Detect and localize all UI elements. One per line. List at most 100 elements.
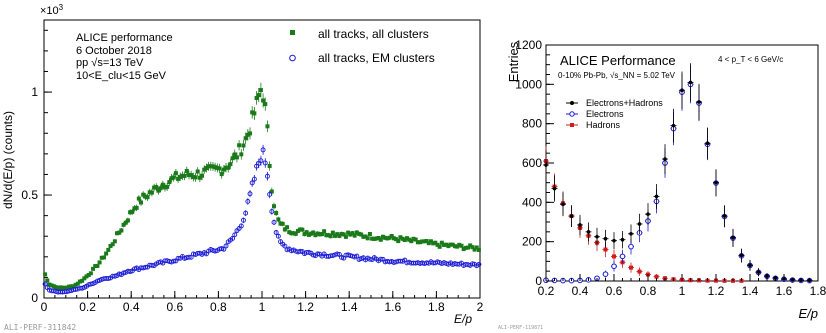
data-point-square bbox=[226, 165, 231, 170]
data-point-square bbox=[411, 236, 416, 241]
data-point-square bbox=[77, 279, 82, 284]
data-point-circle bbox=[42, 281, 48, 287]
right-legend-label: Hadrons bbox=[586, 120, 621, 130]
right-legend-label: Electrons bbox=[586, 109, 624, 119]
right-x-tick-label: 0.2 bbox=[538, 284, 555, 298]
data-point-square bbox=[56, 286, 61, 291]
data-point-circle bbox=[245, 199, 251, 204]
left-annotation-block: ALICE performance 6 October 2018 pp √s=1… bbox=[76, 32, 173, 82]
data-point-square bbox=[269, 189, 274, 194]
data-point-circle bbox=[258, 158, 264, 164]
left-x-tick-label: 1.8 bbox=[428, 300, 445, 314]
data-point-square bbox=[132, 206, 137, 211]
data-point-square bbox=[309, 231, 314, 236]
data-point-square bbox=[282, 227, 287, 232]
data-point-square bbox=[415, 240, 420, 245]
left-x-tick-label: 1 bbox=[259, 300, 266, 314]
data-point-square bbox=[237, 143, 242, 148]
left-x-tick-label: 1.6 bbox=[384, 300, 401, 314]
data-point-square bbox=[295, 228, 300, 233]
data-point-square bbox=[254, 95, 259, 100]
data-point-square bbox=[444, 242, 449, 247]
data-point-square bbox=[330, 230, 335, 235]
data-point-circle bbox=[602, 271, 609, 277]
right-y-tick-label: 1000 bbox=[515, 77, 542, 91]
data-point-circle bbox=[273, 230, 279, 235]
data-point-square bbox=[136, 196, 141, 201]
data-point-square bbox=[391, 236, 396, 241]
right-chart: 0.2 0.4 0.6 0.8 1 1.2 1.4 1.6 1.8 0 200 400 600 800 10… bbox=[498, 38, 826, 331]
data-point-square bbox=[101, 255, 106, 260]
data-point-dot bbox=[731, 235, 735, 240]
data-point-square bbox=[91, 266, 96, 271]
data-point-square bbox=[204, 166, 209, 171]
data-point-square bbox=[420, 239, 425, 244]
data-point-square bbox=[241, 143, 246, 148]
data-point-dot bbox=[629, 232, 633, 236]
data-point-circle bbox=[241, 217, 246, 223]
data-point-square bbox=[324, 233, 329, 238]
data-point-square bbox=[280, 221, 285, 226]
data-point-square bbox=[228, 162, 233, 167]
data-point-square bbox=[271, 204, 276, 209]
data-point-square bbox=[176, 176, 181, 181]
data-point-square bbox=[474, 245, 479, 250]
data-point-square bbox=[45, 278, 50, 283]
data-point-square bbox=[289, 231, 294, 236]
data-point-square bbox=[407, 237, 412, 242]
data-point-square bbox=[104, 251, 109, 256]
data-point-square bbox=[191, 175, 196, 180]
right-footer-id: ALI-PERF-119871 bbox=[498, 325, 543, 331]
data-point-circle bbox=[265, 173, 270, 179]
data-point-square bbox=[80, 278, 85, 283]
data-point-square bbox=[276, 217, 281, 222]
data-point-square bbox=[433, 240, 438, 245]
data-point-square bbox=[335, 232, 340, 237]
data-point-square bbox=[234, 155, 239, 160]
data-point-dot bbox=[739, 253, 744, 258]
data-point-square bbox=[88, 271, 93, 276]
data-point-square bbox=[149, 190, 154, 195]
data-point-square bbox=[466, 245, 471, 250]
data-point-square bbox=[64, 285, 69, 290]
data-point-square bbox=[245, 132, 250, 137]
data-point-square bbox=[637, 269, 642, 274]
data-point-dot bbox=[705, 141, 710, 146]
data-point-square bbox=[361, 234, 366, 239]
data-point-circle bbox=[232, 232, 238, 238]
data-point-square bbox=[217, 166, 222, 171]
data-point-square bbox=[422, 239, 427, 244]
data-point-square bbox=[230, 156, 235, 161]
data-point-square bbox=[293, 231, 298, 236]
right-x-tick-label: 1.2 bbox=[708, 284, 725, 298]
data-point-square bbox=[654, 274, 659, 279]
right-chart-subtitle: 0-10% Pb-Pb, √s_NN = 5.02 TeV bbox=[558, 71, 676, 80]
right-legend: Electrons+Hadrons Electrons Hadrons bbox=[566, 98, 663, 130]
data-point-circle bbox=[251, 176, 257, 182]
data-point-square bbox=[86, 273, 91, 278]
data-point-dot bbox=[756, 270, 761, 274]
data-point-square bbox=[341, 232, 346, 237]
data-point-square bbox=[117, 230, 122, 235]
data-point-circle bbox=[223, 243, 229, 249]
data-point-square bbox=[435, 242, 440, 247]
data-point-square bbox=[115, 231, 120, 236]
data-point-circle bbox=[247, 191, 253, 197]
data-point-square bbox=[367, 231, 372, 236]
data-point-square bbox=[463, 245, 468, 250]
data-point-square bbox=[389, 233, 394, 238]
data-point-square bbox=[459, 243, 464, 248]
left-x-tick-label: 1.2 bbox=[297, 300, 314, 314]
right-x-axis-title: E/p bbox=[798, 306, 818, 321]
data-point-square bbox=[306, 232, 311, 237]
right-x-tick-label: 0.8 bbox=[640, 284, 657, 298]
data-point-circle bbox=[238, 223, 244, 229]
data-point-square bbox=[461, 247, 466, 252]
data-point-dot bbox=[646, 212, 650, 216]
data-point-dot bbox=[620, 237, 625, 242]
left-y-tick-label: 0 bbox=[31, 291, 38, 305]
data-point-square bbox=[173, 171, 178, 176]
data-point-circle bbox=[628, 243, 634, 250]
data-point-square bbox=[258, 88, 263, 93]
